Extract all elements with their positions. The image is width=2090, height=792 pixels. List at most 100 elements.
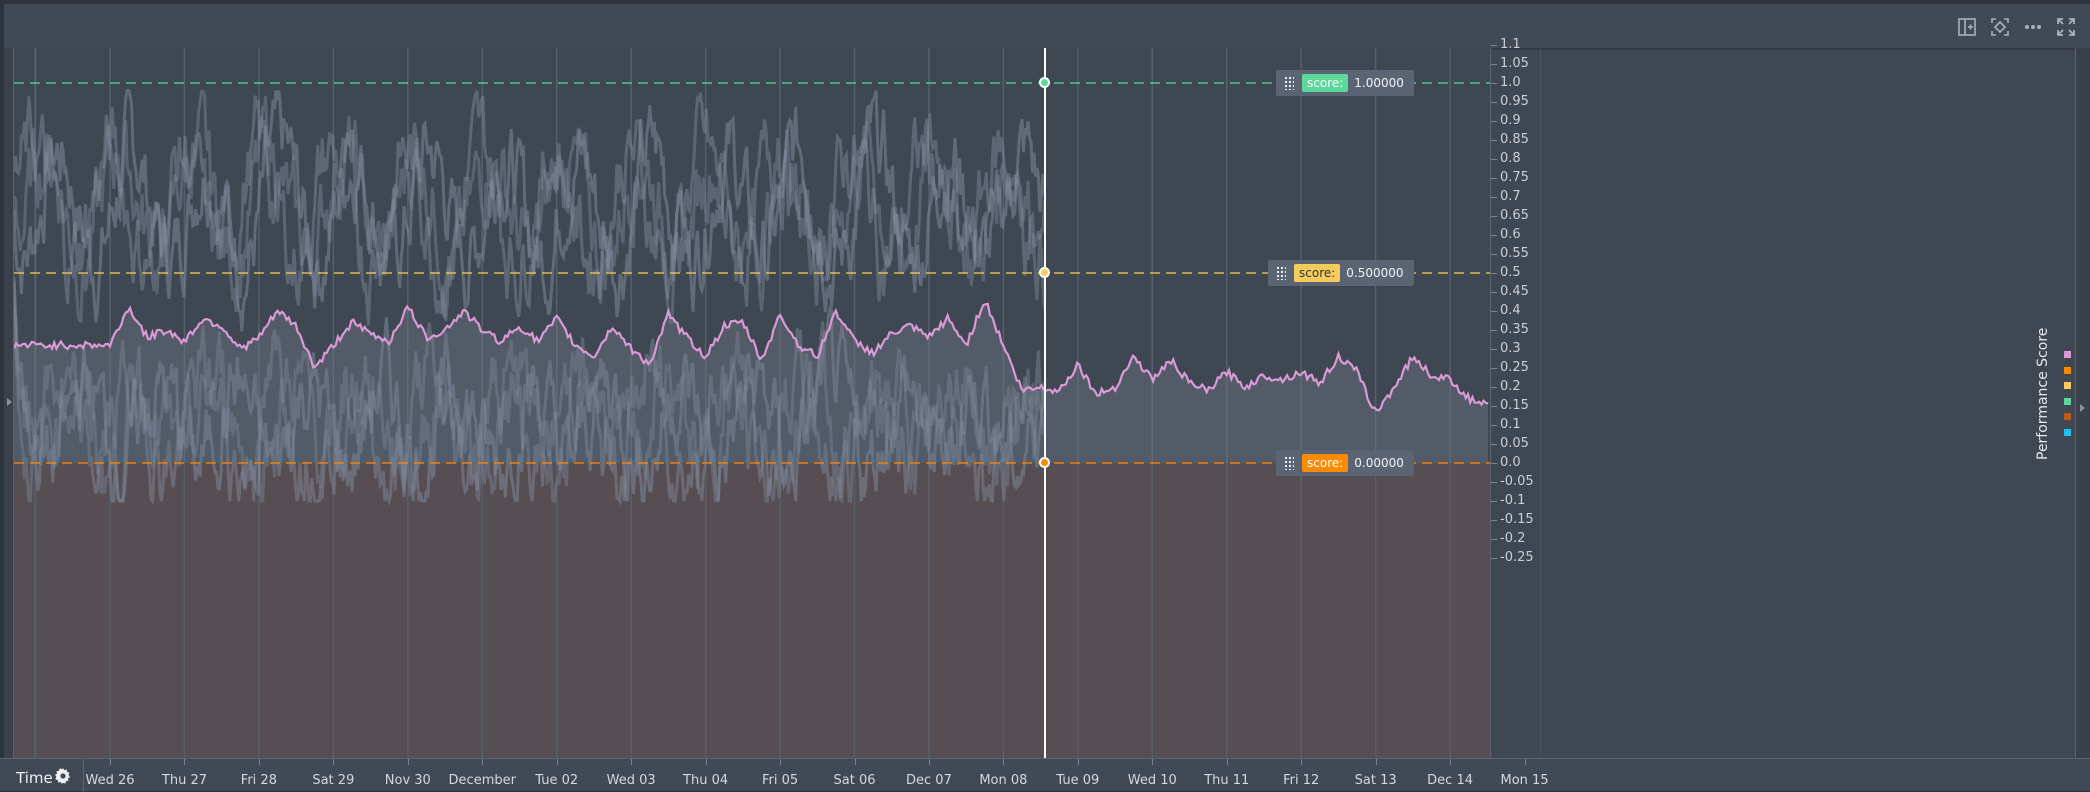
y-tick-label: 0.6 [1500,227,1521,242]
drag-handle-icon[interactable] [1284,456,1294,470]
y-tick [1491,121,1497,122]
y-tick [1491,45,1497,46]
y-tick [1491,349,1497,350]
y-tick-label: 0.75 [1500,170,1529,185]
y-tick [1491,539,1497,540]
threshold-handle[interactable] [1039,77,1050,88]
time-axis-title-box: Time [0,759,84,792]
legend-swatch[interactable] [2064,413,2071,420]
x-tick [705,759,707,765]
x-tick-label: Fri 12 [1283,773,1320,788]
y-tick [1491,64,1497,65]
x-tick-label: Wed 03 [606,773,656,788]
expand-left-arrow-icon[interactable] [7,398,12,406]
y-tick-label: -0.2 [1500,531,1526,546]
x-tick [407,759,409,765]
legend-swatch[interactable] [2064,382,2071,389]
y-tick-label: 0.9 [1500,113,1521,128]
legend-swatch[interactable] [2064,397,2071,405]
band-trace [14,306,1046,505]
legend-area [1540,48,2075,758]
x-tick-label: Thu 27 [161,773,207,788]
x-tick [1003,759,1005,765]
x-axis-title: Time [16,769,53,787]
x-tick-label: Mon 08 [979,773,1028,788]
x-tick-label: Fri 05 [761,773,799,788]
y-tick [1491,482,1497,483]
y-tick [1491,406,1497,407]
legend-swatch[interactable] [2064,428,2071,436]
threshold-handle[interactable] [1039,457,1050,468]
y-tick-label: 0.25 [1500,360,1529,375]
x-tick-label: Dec 07 [906,773,952,788]
gear-icon[interactable] [55,768,71,784]
band-trace [14,89,1046,326]
x-tick-label: Sat 13 [1354,773,1397,788]
add-panel-icon[interactable] [1956,16,1978,38]
threshold-value: 1.00000 [1354,76,1404,90]
x-tick [928,759,930,765]
x-tick [854,759,856,765]
more-icon[interactable] [2022,16,2044,38]
plot-area[interactable] [14,48,1490,758]
y-tick [1491,444,1497,445]
threshold-badge[interactable]: score: 1.00000 [1276,70,1414,96]
x-tick [1524,759,1526,765]
fullscreen-icon[interactable] [2055,16,2077,38]
x-tick-label: Sat 29 [312,773,355,788]
y-tick-label: -0.1 [1500,493,1526,508]
x-tick-label: Thu 11 [1204,773,1250,788]
x-tick [1152,759,1154,765]
drag-handle-icon[interactable] [1276,266,1286,280]
panel-toolbar [4,4,2090,50]
y-tick-label: 0.0 [1500,455,1521,470]
threshold-badge[interactable]: score: 0.500000 [1268,260,1414,286]
legend-title: Performance Score [2035,327,2051,460]
x-tick-label: Tue 09 [1056,773,1100,788]
y-tick-label: 0.3 [1500,341,1521,356]
threshold-handle[interactable] [1039,267,1050,278]
legend-swatch[interactable] [2064,366,2071,374]
y-tick-label: 0.15 [1500,398,1529,413]
x-tick-label: Nov 30 [384,773,431,788]
y-tick [1491,368,1497,369]
y-tick [1491,235,1497,236]
band-trace [14,89,1046,324]
threshold-key-chip: score: [1302,454,1349,472]
legend-swatch[interactable] [2064,351,2071,358]
threshold-badge[interactable]: score: 0.00000 [1276,450,1414,476]
y-tick-label: 1.0 [1500,75,1521,90]
y-tick-label: 1.05 [1500,56,1529,71]
y-tick-label: -0.25 [1500,550,1534,565]
y-tick [1491,178,1497,179]
y-tick [1491,216,1497,217]
y-tick [1491,197,1497,198]
x-tick [184,759,186,765]
y-tick-label: -0.05 [1500,474,1534,489]
y-tick [1491,501,1497,502]
series-line [14,302,1489,412]
x-tick-label: Fri 28 [240,773,277,788]
expand-right-arrow-icon[interactable] [2080,404,2085,412]
x-tick [556,759,558,765]
below-zero-region [14,463,1490,758]
band-trace [14,281,1046,503]
left-collapse-strip[interactable] [4,48,14,758]
y-tick-label: 0.05 [1500,436,1529,451]
y-tick-label: 0.5 [1500,265,1521,280]
x-axis: Time Wed 26 Thu 27 Fri 28 Sat 29 Nov 30 Decem… [0,758,2090,792]
x-tick-label: December [448,773,516,788]
y-tick [1491,102,1497,103]
y-tick-label: -0.15 [1500,512,1534,527]
drag-handle-icon[interactable] [1284,76,1294,90]
y-tick-label: 0.7 [1500,189,1521,204]
x-tick [110,759,111,765]
y-tick-label: 1.1 [1500,37,1521,52]
right-collapse-strip[interactable] [2075,48,2090,758]
y-tick [1491,520,1497,521]
focus-icon[interactable] [1989,16,2011,38]
y-tick-label: 0.35 [1500,322,1529,337]
y-tick-label: 0.95 [1500,94,1529,109]
x-tick-label: Wed 10 [1127,773,1177,788]
